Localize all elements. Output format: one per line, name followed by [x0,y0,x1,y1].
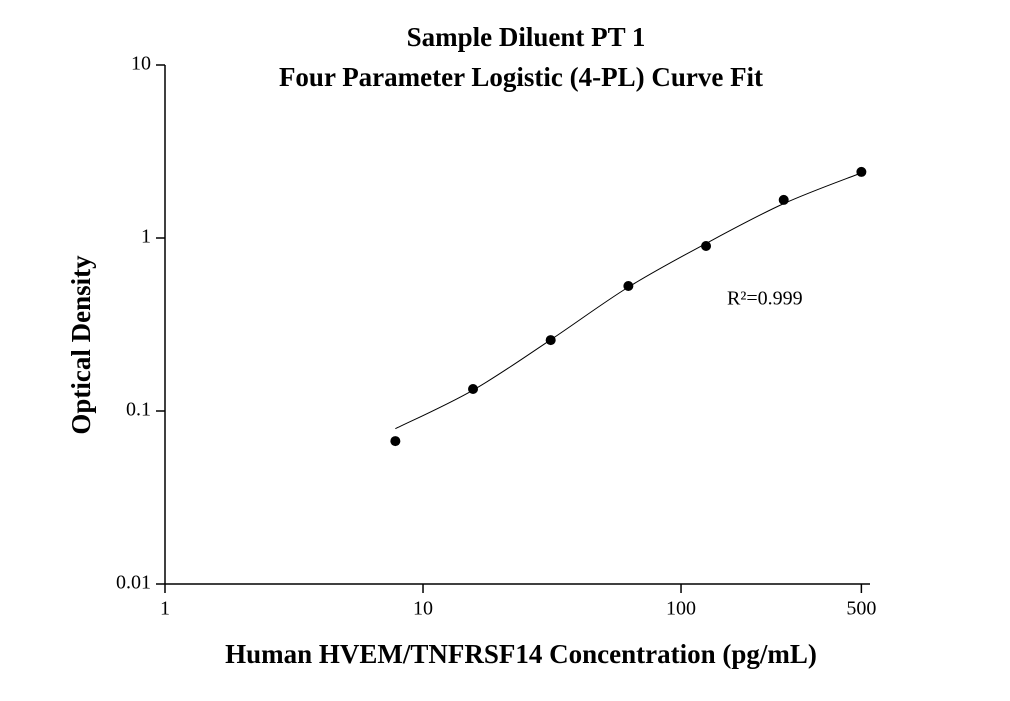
x-tick-label: 10 [413,598,433,620]
data-point [623,280,634,291]
y-tick-label: 0.01 [116,572,151,594]
x-axis-label: Human HVEM/TNFRSF14 Concentration (pg/mL… [225,639,817,669]
y-axis-label: Optical Density [66,255,96,435]
annotation: R²=0.999 [727,288,803,310]
data-point [701,240,712,251]
data-point [856,166,867,177]
x-tick-label: 1 [160,598,170,620]
x-tick-label: 100 [666,598,696,620]
y-tick-label: 10 [131,53,151,75]
x-tick-label: 500 [846,598,876,620]
data-point [778,194,789,205]
y-tick-label: 0.1 [126,399,151,421]
data-point [545,335,556,346]
data-point [390,436,401,447]
y-tick-label: 1 [141,226,151,248]
chart-title: Sample Diluent PT 1 [407,22,646,52]
data-point [468,384,479,395]
chart-subtitle: Four Parameter Logistic (4-PL) Curve Fit [279,62,763,92]
